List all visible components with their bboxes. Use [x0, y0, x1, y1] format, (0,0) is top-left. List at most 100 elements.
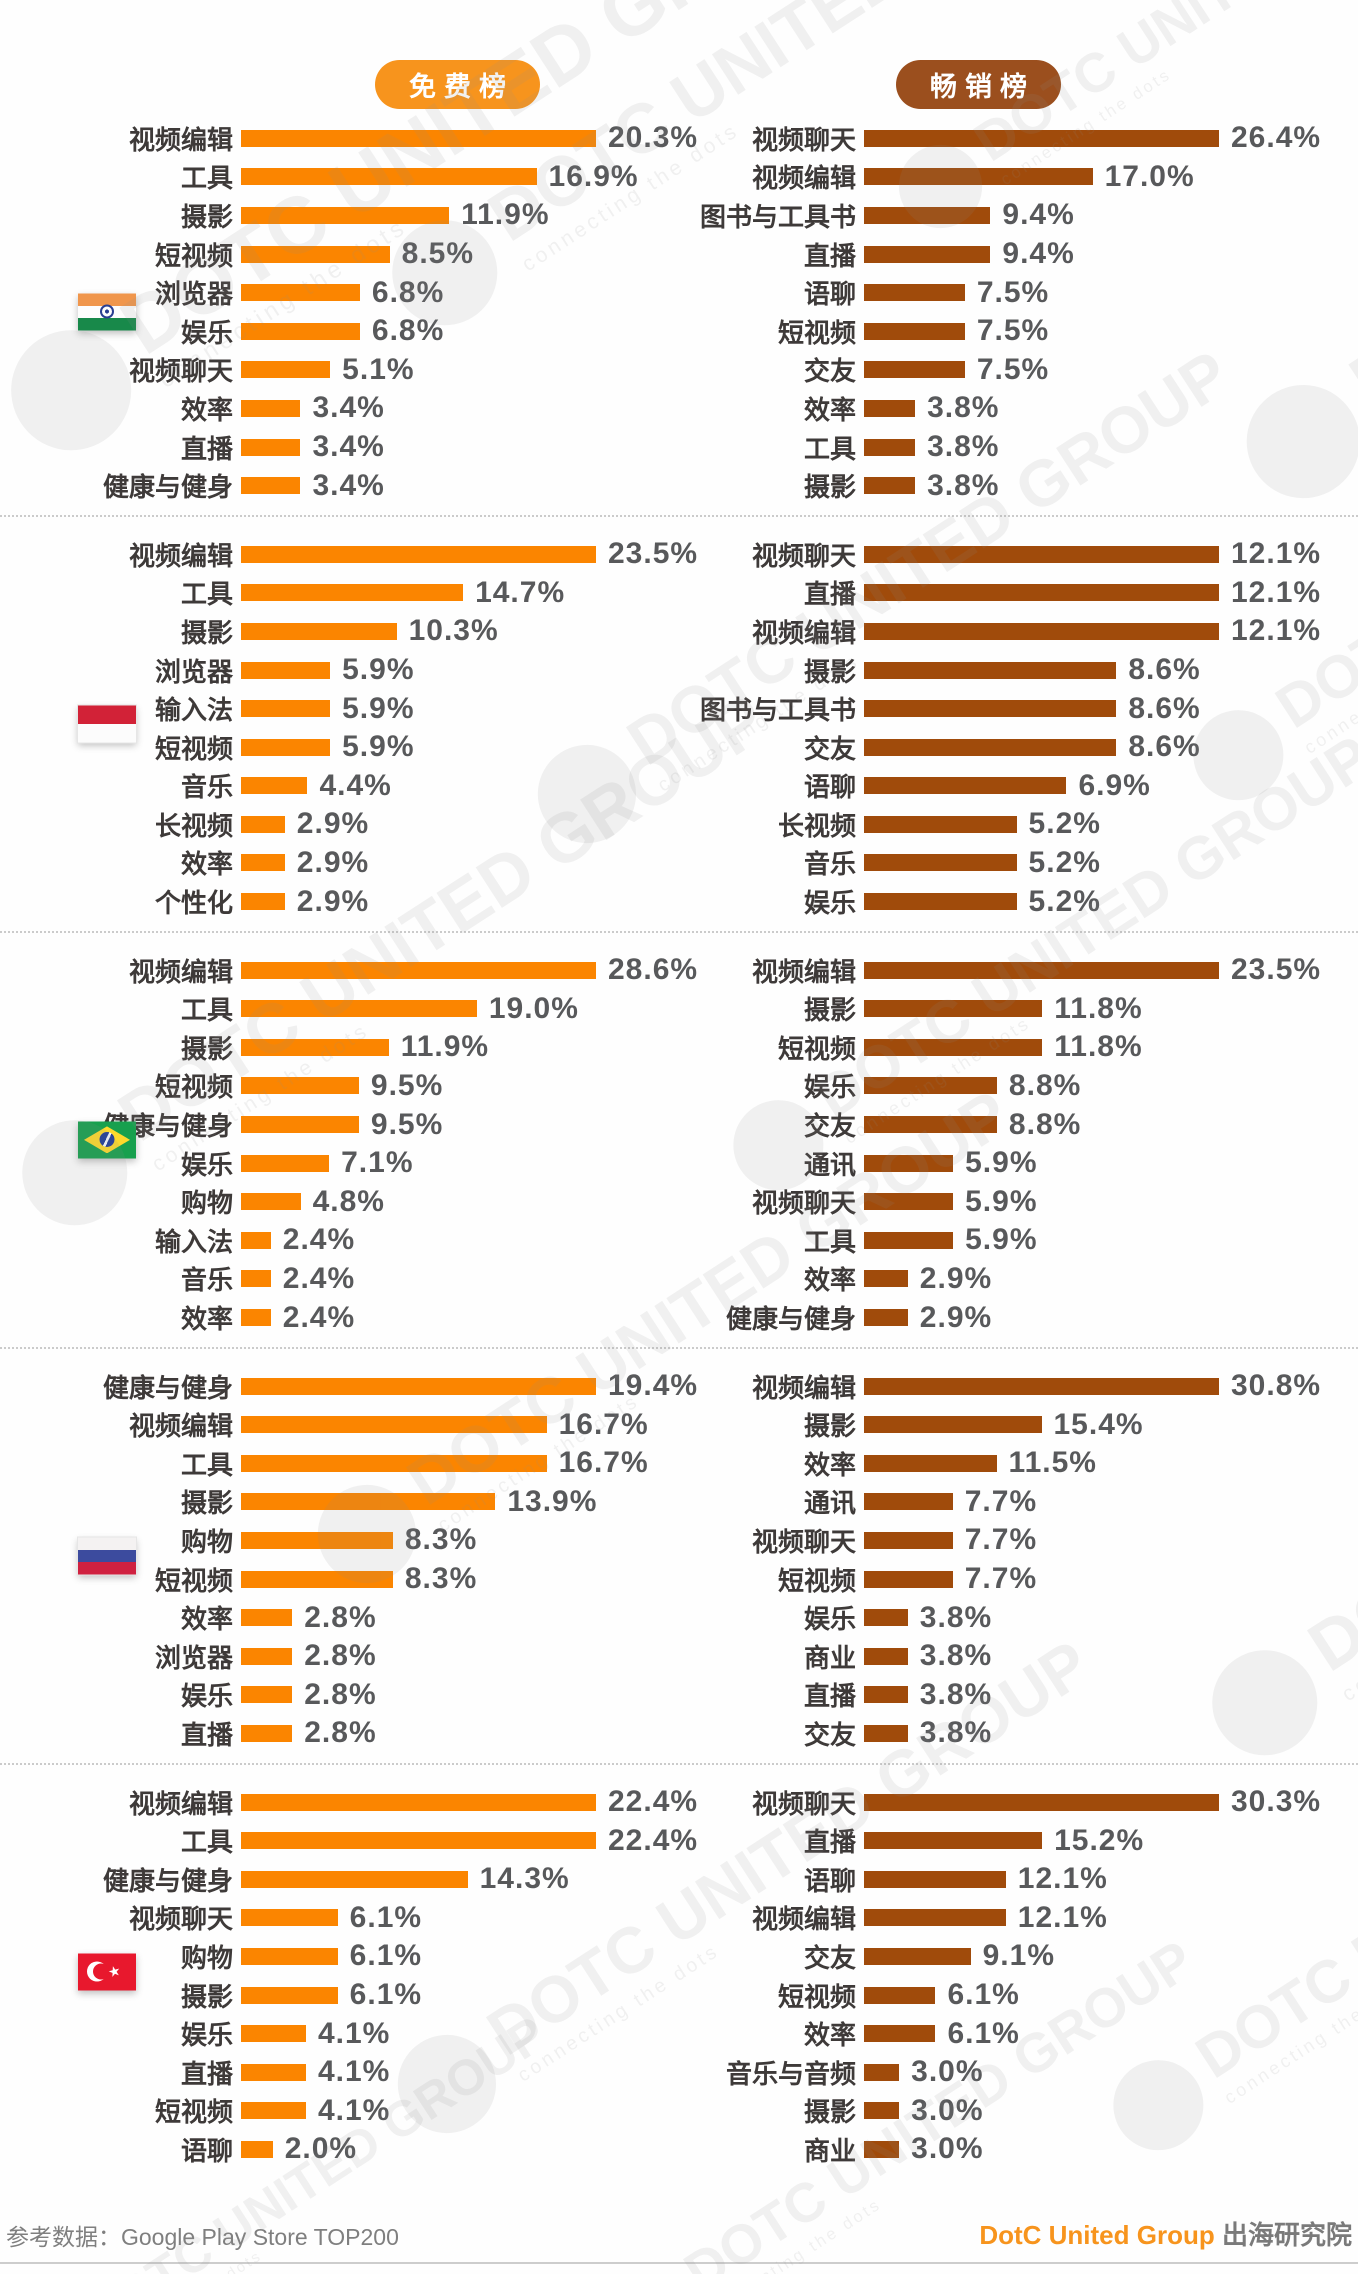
paid-chart: 视频编辑 30.8% 摄影 15.4% 效率 11.5% 通讯 7.7% 视频聊… — [679, 1367, 1358, 1753]
bar — [241, 1686, 293, 1704]
bar — [241, 1793, 596, 1811]
value-label: 19.4% — [608, 1369, 699, 1403]
value-label: 11.5% — [1008, 1446, 1097, 1480]
category-label: 交友 — [803, 1719, 856, 1750]
value-label: 17.0% — [1104, 159, 1195, 193]
paid-chart: 视频聊天 30.3% 直播 15.2% 语聊 12.1% 视频编辑 12.1% … — [679, 1783, 1358, 2169]
category-label: 直播 — [180, 2058, 233, 2089]
bar-row: 交友 8.6% — [679, 728, 1358, 767]
bar-row: 输入法 5.9% — [0, 689, 679, 728]
value-label: 6.9% — [1078, 768, 1151, 802]
category-label: 交友 — [803, 356, 856, 387]
category-label: 摄影 — [180, 1981, 233, 2012]
bar-row: 健康与健身 3.4% — [0, 466, 679, 505]
bar-row: 音乐 5.2% — [679, 844, 1358, 883]
value-label: 22.4% — [608, 1785, 699, 1819]
sections: ★ 视频编辑 20.3% 工具 16.9% 摄影 11.9% 短视频 8.5% … — [0, 109, 1358, 2179]
bar-row: 长视频 5.2% — [679, 805, 1358, 844]
bar-row: 娱乐 2.8% — [0, 1676, 679, 1715]
value-label: 3.4% — [312, 430, 385, 464]
category-label: 摄影 — [803, 2097, 856, 2128]
bar-row: 健康与健身 19.4% — [0, 1367, 697, 1406]
value-label: 3.8% — [919, 1677, 993, 1711]
value-label: 7.5% — [976, 352, 1050, 386]
star-icon: ★ — [106, 1962, 123, 1981]
bar — [864, 738, 1117, 756]
value-label: 26.4% — [1231, 121, 1322, 155]
value-label: 3.4% — [312, 391, 385, 425]
bar-row: 长视频 2.9% — [0, 805, 679, 844]
category-label: 娱乐 — [803, 888, 856, 919]
bar-row: 摄影 10.3% — [0, 612, 679, 651]
bar-row: 工具 14.7% — [0, 574, 679, 613]
value-label: 3.0% — [911, 2093, 984, 2127]
value-label: 8.8% — [1008, 1068, 1082, 1102]
category-label: 直播 — [803, 1681, 856, 1712]
bar-row: 短视频 4.1% — [0, 2092, 679, 2131]
value-label: 23.5% — [1231, 953, 1322, 987]
category-label: 娱乐 — [180, 1681, 233, 1712]
bar — [241, 1154, 330, 1172]
bar-row: 摄影 11.8% — [679, 989, 1358, 1028]
category-label: 购物 — [180, 1526, 233, 1557]
bar — [241, 399, 301, 417]
bar — [241, 245, 390, 263]
free-chart: 视频编辑 20.3% 工具 16.9% 摄影 11.9% 短视频 8.5% 浏览… — [0, 119, 697, 505]
paid-chart-pill-label: 畅销榜 — [930, 72, 1035, 102]
value-label: 6.1% — [349, 1939, 423, 1973]
bar — [241, 1986, 338, 2004]
paid-chart: 视频聊天 26.4% 视频编辑 17.0% 图书与工具书 9.4% 直播 9.4… — [679, 119, 1358, 505]
category-label: 工具 — [180, 995, 233, 1026]
category-label: 摄影 — [803, 995, 856, 1026]
value-label: 6.1% — [947, 2016, 1020, 2050]
bar — [241, 1193, 301, 1211]
bar — [241, 700, 331, 718]
category-label: 视频编辑 — [751, 1904, 856, 1935]
category-label: 直播 — [180, 433, 233, 464]
bar-row: 交友 3.8% — [679, 1714, 1358, 1753]
category-label: 视频聊天 — [751, 1188, 856, 1219]
bar — [864, 399, 916, 417]
bar-row: 工具 22.4% — [0, 1821, 697, 1860]
bar — [241, 1870, 468, 1888]
bar-row: 娱乐 7.1% — [0, 1144, 679, 1183]
bar-row: 视频聊天 5.1% — [0, 351, 679, 390]
free-chart-pill-label: 免费榜 — [409, 72, 514, 102]
bar — [241, 661, 331, 679]
bar — [241, 815, 285, 833]
country-flag-icon: ★ — [77, 1536, 137, 1576]
category-label: 效率 — [803, 394, 856, 425]
category-label: 娱乐 — [803, 1072, 856, 1103]
bar-row: 直播 9.4% — [679, 235, 1358, 274]
bar — [864, 477, 916, 495]
bar — [864, 1531, 953, 1549]
value-label: 15.4% — [1053, 1407, 1144, 1441]
category-label: 图书与工具书 — [699, 695, 856, 726]
bar — [241, 1077, 359, 1095]
bar-row: 音乐 2.4% — [0, 1260, 679, 1299]
value-label: 23.5% — [608, 537, 699, 571]
bar — [241, 1377, 596, 1395]
bar-row: 摄影 13.9% — [0, 1483, 679, 1522]
value-label: 8.3% — [404, 1562, 478, 1596]
bar-row: 摄影 11.9% — [0, 1028, 679, 1067]
bar-row: 健康与健身 14.3% — [0, 1860, 679, 1899]
category-label: 工具 — [180, 163, 233, 194]
bar — [241, 738, 331, 756]
bar — [241, 1454, 547, 1472]
country-section: ★ 视频编辑 22.4% 工具 22.4% 健康与健身 14.3% 视频聊天 6… — [0, 1762, 1358, 2179]
value-label: 7.5% — [976, 314, 1050, 348]
category-label: 摄影 — [180, 1033, 233, 1064]
value-label: 9.4% — [1002, 237, 1075, 271]
value-label: 7.1% — [341, 1146, 414, 1180]
category-label: 摄影 — [803, 472, 856, 503]
category-label: 购物 — [180, 1942, 233, 1973]
bar-row: 视频聊天 6.1% — [0, 1899, 679, 1938]
bar — [241, 545, 596, 563]
value-label: 16.7% — [558, 1407, 649, 1441]
category-label: 健康与健身 — [102, 1865, 233, 1896]
bar-row: 娱乐 8.8% — [679, 1067, 1358, 1106]
bar — [864, 622, 1219, 640]
bar-row: 语聊 2.0% — [0, 2130, 679, 2169]
